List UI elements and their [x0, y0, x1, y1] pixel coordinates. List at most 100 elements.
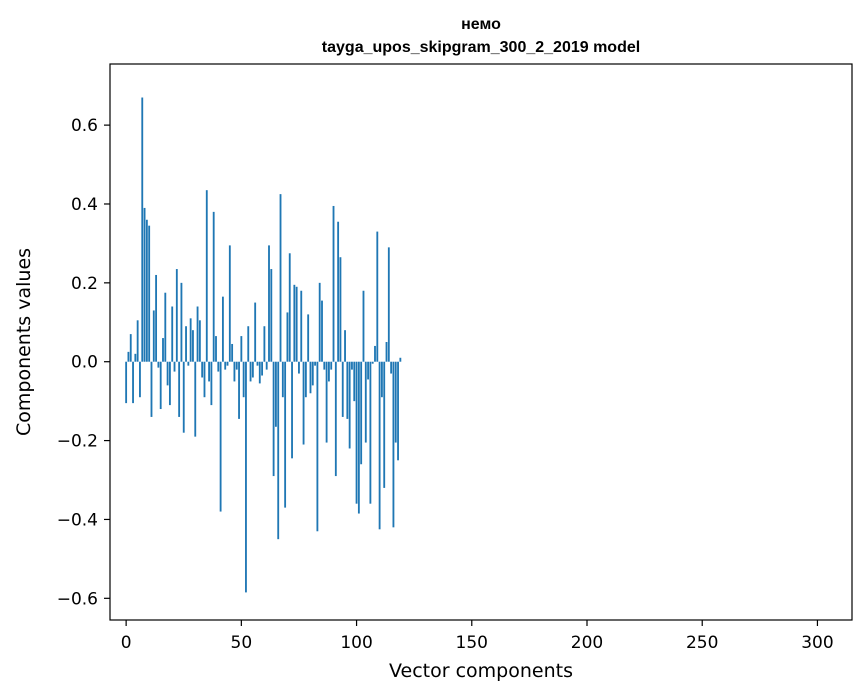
bar-component-16: [162, 338, 164, 362]
bar-component-33: [201, 361, 204, 378]
bar-component-10: [148, 225, 151, 362]
bar-component-14: [157, 361, 160, 368]
bar-component-32: [198, 320, 201, 362]
x-tick-label: 50: [231, 633, 253, 653]
x-tick-label: 250: [686, 633, 718, 653]
bar-component-43: [224, 361, 227, 370]
bar-component-6: [139, 361, 141, 398]
y-tick-label: −0.6: [57, 589, 98, 609]
y-axis: −0.6 −0.4 −0.2 0.0 0.2 0.4 0.6: [57, 116, 110, 609]
bar-component-62: [268, 245, 270, 362]
bar-component-57: [256, 361, 259, 366]
bar-component-9: [145, 219, 148, 362]
bar-component-72: [291, 361, 293, 459]
bar-component-40: [217, 361, 220, 372]
y-tick-label: −0.4: [57, 510, 98, 530]
bar-component-53: [247, 326, 250, 362]
bar-component-78: [304, 361, 307, 398]
bar-component-69: [284, 361, 287, 508]
bar-component-95: [344, 330, 346, 362]
bar-component-85: [321, 300, 323, 362]
bar-component-108: [374, 345, 376, 362]
bar-component-3: [132, 361, 134, 404]
bar-component-113: [385, 342, 388, 362]
bar-component-24: [180, 282, 183, 362]
bar-component-63: [270, 269, 273, 362]
bar-component-118: [397, 361, 399, 461]
bar-component-12: [152, 310, 155, 362]
bar-component-70: [286, 312, 289, 362]
bar-component-5: [136, 320, 139, 362]
bar-component-11: [150, 361, 153, 417]
x-axis-label: Vector components: [389, 660, 573, 682]
y-tick-label: 0.0: [71, 353, 98, 373]
bar-component-22: [175, 269, 178, 362]
bar-component-102: [360, 361, 363, 465]
bar-component-75: [298, 361, 300, 374]
bar-component-1: [127, 351, 130, 362]
x-tick-label: 150: [456, 633, 488, 653]
bar-component-55: [251, 361, 254, 378]
bar-component-23: [178, 361, 181, 417]
chart-subtitle: tayga_upos_skipgram_300_2_2019 model: [322, 39, 640, 56]
bar-component-103: [362, 290, 365, 362]
bar-component-82: [314, 361, 317, 366]
bar-component-74: [295, 286, 298, 362]
x-tick-label: 200: [571, 633, 603, 653]
plot-frame: [109, 63, 853, 621]
bar-component-119: [399, 357, 402, 362]
bar-component-4: [134, 353, 137, 362]
bar-component-115: [390, 361, 393, 374]
bar-component-29: [192, 330, 194, 362]
bar-component-98: [351, 361, 353, 370]
bar-component-109: [376, 231, 379, 362]
y-axis-label: Components values: [13, 248, 35, 436]
bar-component-107: [371, 361, 374, 364]
bar-component-26: [185, 326, 187, 362]
bar-component-87: [325, 361, 328, 443]
bar-component-77: [302, 361, 305, 445]
bar-component-0: [125, 361, 128, 404]
bar-component-100: [355, 361, 358, 504]
bar-component-37: [210, 361, 213, 406]
bar-component-39: [215, 336, 217, 362]
bar-component-117: [394, 361, 397, 443]
y-tick-label: 0.6: [71, 116, 98, 136]
bar-component-51: [242, 361, 245, 398]
y-tick-label: −0.2: [57, 432, 98, 452]
bar-component-46: [231, 343, 234, 362]
y-tick-label: 0.4: [71, 195, 98, 215]
bar-component-48: [235, 361, 238, 370]
bar-component-38: [212, 211, 215, 362]
bar-component-83: [316, 361, 319, 532]
bar-component-73: [293, 284, 296, 362]
bar-component-80: [309, 361, 312, 394]
bar-component-114: [387, 247, 390, 362]
bar-component-76: [300, 290, 303, 362]
bar-component-42: [221, 296, 224, 362]
bar-component-104: [364, 361, 367, 443]
bar-component-25: [182, 361, 185, 433]
x-tick-label: 0: [121, 633, 132, 653]
bar-component-30: [194, 361, 197, 437]
bar-component-34: [203, 361, 206, 398]
bar-component-47: [233, 361, 236, 382]
bar-component-97: [348, 361, 351, 449]
bar-component-59: [261, 361, 264, 376]
chart-title: немо: [461, 16, 501, 33]
bar-component-44: [226, 361, 229, 366]
bar-component-20: [171, 306, 174, 362]
bar-component-66: [277, 361, 280, 540]
bar-component-101: [357, 361, 360, 514]
x-tick-label: 100: [340, 633, 372, 653]
bar-component-81: [311, 361, 314, 386]
bar-component-54: [249, 361, 252, 382]
bar-component-18: [166, 361, 169, 386]
bar-component-68: [281, 361, 284, 398]
bar-component-45: [228, 245, 231, 362]
bar-component-93: [339, 257, 342, 362]
bar-component-110: [378, 361, 381, 530]
bar-component-19: [168, 361, 171, 406]
bar-component-8: [143, 207, 146, 362]
